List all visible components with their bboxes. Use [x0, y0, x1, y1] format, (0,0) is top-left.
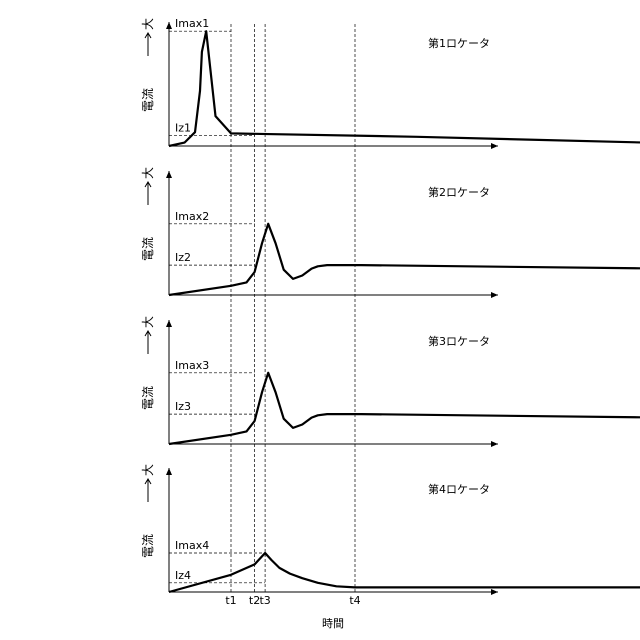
panel-4: 電流 大第4ロケータ Imax4 Iz4	[141, 464, 640, 595]
y-direction-label: 大	[141, 18, 155, 30]
y-axis-label: 電流	[141, 237, 155, 261]
y-direction-label: 大	[141, 464, 155, 476]
marker-label-2: Iz2	[175, 251, 191, 264]
y-axis-arrowhead	[166, 320, 172, 327]
y-axis-arrowhead	[166, 22, 172, 29]
current-curve-1	[169, 373, 640, 444]
marker-label-1: Imax4	[175, 539, 209, 552]
time-guide-lines	[231, 24, 355, 594]
y-axis-label: 電流	[141, 386, 155, 410]
panel-title: 第2ロケータ	[428, 185, 490, 199]
current-curve-1	[169, 553, 640, 592]
marker-label-1: Imax2	[175, 210, 209, 223]
x-axis-arrowhead	[491, 292, 498, 298]
y-axis-arrowhead	[166, 171, 172, 178]
panel-1: 電流 大第1ロケータ Imax1 Iz1	[141, 17, 640, 149]
marker-label-2: Iz3	[175, 400, 191, 413]
time-tick-t4: t4	[349, 594, 360, 607]
y-direction-label: 大	[141, 167, 155, 179]
time-tick-t3: t3	[259, 594, 270, 607]
chart-panels: 電流大第1ロケータImax1Iz1電流大第2ロケータImax2Iz2電流大第3ロ…	[141, 17, 640, 595]
marker-label-2: Iz4	[175, 569, 191, 582]
marker-label-1: Imax3	[175, 359, 209, 372]
current-curve-1	[169, 224, 640, 295]
y-direction-label: 大	[141, 316, 155, 328]
marker-label-2: Iz1	[175, 122, 191, 135]
x-axis-arrowhead	[491, 441, 498, 447]
time-axis-labels: t1t2t3t4時間	[225, 594, 360, 630]
y-axis-arrowhead	[166, 468, 172, 475]
x-axis-label: 時間	[322, 617, 344, 630]
panel-title: 第4ロケータ	[428, 482, 490, 496]
panel-3: 電流 大第3ロケータ Imax3 Iz3	[141, 316, 640, 447]
time-tick-t1: t1	[225, 594, 236, 607]
y-axis-label: 電流	[141, 88, 155, 112]
marker-label-1: Imax1	[175, 17, 209, 30]
y-axis-label: 電流	[141, 534, 155, 558]
panel-2: 電流 大第2ロケータ Imax2 Iz2	[141, 167, 640, 298]
x-axis-arrowhead	[491, 589, 498, 595]
current-curve-1	[169, 31, 640, 146]
x-axis-arrowhead	[491, 143, 498, 149]
panel-title: 第3ロケータ	[428, 334, 490, 348]
panel-title: 第1ロケータ	[428, 36, 490, 50]
